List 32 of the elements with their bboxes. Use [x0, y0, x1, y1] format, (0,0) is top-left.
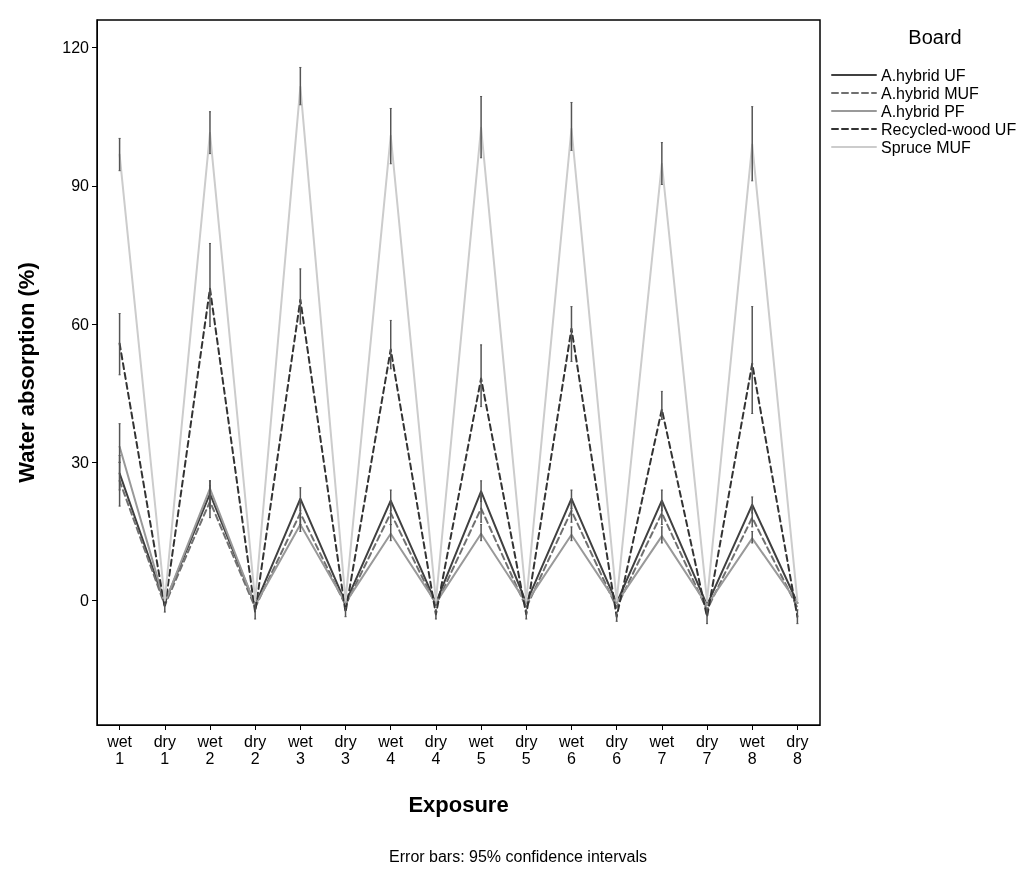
legend-label: A.hybrid MUF: [881, 84, 980, 102]
legend-label: A.hybrid PF: [881, 102, 965, 120]
x-tick-label: dry 3: [334, 733, 357, 767]
x-tick-label: dry 6: [605, 733, 628, 767]
legend-label: Recycled-wood UF: [881, 120, 1017, 138]
x-tick-label: wet 6: [558, 733, 585, 767]
y-tick-label: 120: [62, 39, 90, 57]
x-tick-label: wet 3: [286, 733, 314, 767]
legend-label: Spruce MUF: [881, 138, 972, 156]
y-tick-label: 90: [71, 177, 90, 195]
legend-title: Board: [908, 26, 962, 48]
x-tick-label: dry 8: [786, 733, 809, 767]
y-tick-label: 60: [71, 315, 90, 333]
x-tick-label: wet 5: [467, 733, 495, 767]
y-axis-title: Water absorption (%): [13, 262, 39, 483]
y-tick-label: 30: [71, 453, 90, 471]
x-tick-label: wet 1: [106, 733, 133, 767]
x-tick-label: dry 1: [153, 733, 176, 767]
x-tick-label: dry 4: [424, 733, 448, 767]
y-tick-label: 0: [80, 592, 90, 610]
line-series: [118, 445, 799, 607]
line-series: [118, 85, 799, 602]
x-tick-label: dry 5: [515, 733, 538, 767]
x-tick-label: wet 4: [377, 733, 404, 767]
x-tick-label: wet 2: [196, 733, 223, 767]
text: Error bars: 95% confidence intervals: [389, 847, 647, 865]
x-tick-label: dry 7: [695, 733, 719, 767]
legend-label: A.hybrid UF: [881, 66, 966, 84]
x-tick-label: dry 2: [244, 733, 267, 767]
x-tick-label: wet 7: [648, 733, 675, 767]
x-tick-label: wet 8: [738, 733, 766, 767]
x-axis-title: Exposure: [408, 791, 509, 817]
